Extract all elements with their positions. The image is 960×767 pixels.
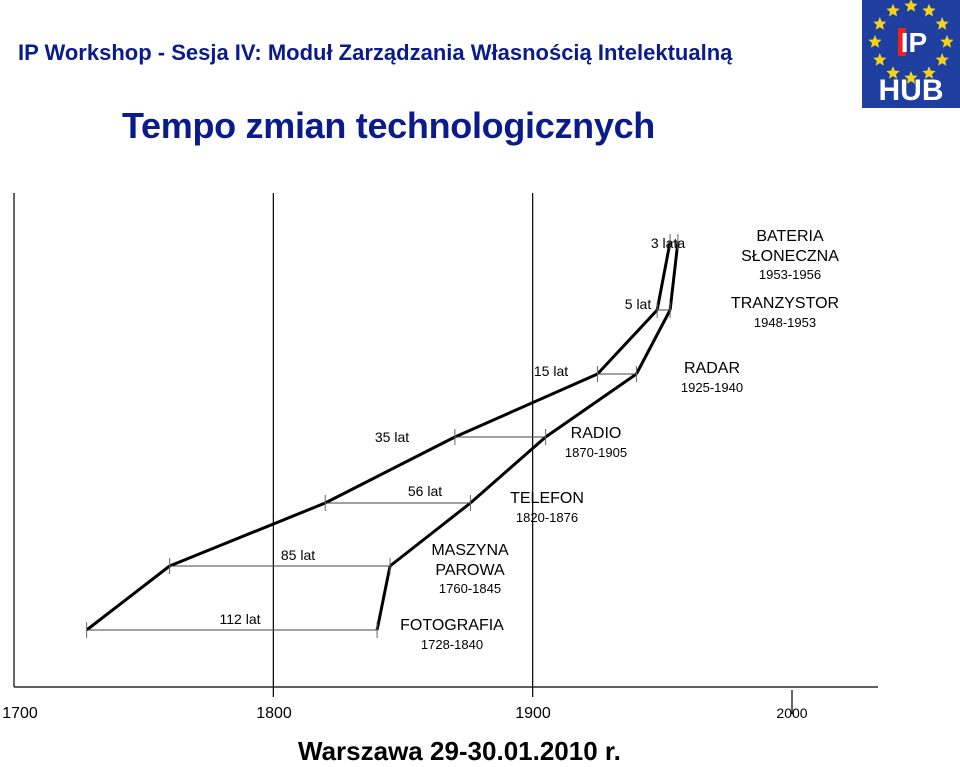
logo-star-icon bbox=[873, 17, 887, 30]
logo-ip-text: IP bbox=[901, 27, 927, 58]
x-tick-label-1700: 1700 bbox=[2, 705, 38, 722]
end-trend-segment bbox=[389, 501, 472, 568]
duration-label: 35 lat bbox=[375, 429, 409, 445]
start-trend-segment bbox=[655, 241, 672, 311]
end-trend-segment bbox=[469, 435, 547, 505]
logo-star-icon bbox=[922, 66, 936, 79]
duration-label: 5 lat bbox=[625, 296, 652, 312]
logo-star-icon bbox=[922, 3, 936, 17]
end-trend-segment bbox=[375, 565, 392, 631]
logo-star-icon bbox=[904, 71, 918, 84]
duration-label: 15 lat bbox=[534, 363, 568, 379]
technology-years: 1760-1845 bbox=[439, 581, 501, 596]
x-tick-label-1800: 1800 bbox=[256, 705, 292, 722]
technology-years: 1953-1956 bbox=[759, 267, 821, 282]
technology-name: MASZYNA bbox=[431, 542, 509, 559]
start-trend-segment bbox=[596, 308, 659, 376]
logo-accent-bar bbox=[898, 28, 906, 56]
technology-name: PAROWA bbox=[435, 562, 505, 579]
logo-hub-text: HUB bbox=[879, 74, 944, 107]
x-tick-label-1900: 1900 bbox=[515, 705, 551, 722]
header-title: IP Workshop - Sesja IV: Moduł Zarządzani… bbox=[18, 40, 733, 65]
duration-label: 85 lat bbox=[281, 547, 315, 563]
technology-years: 1948-1953 bbox=[754, 315, 816, 330]
technology-name: RADAR bbox=[684, 360, 740, 377]
ip-hub-logo: IP HUB bbox=[862, 0, 960, 108]
duration-label: 112 lat bbox=[220, 611, 261, 627]
end-trend-segment bbox=[668, 241, 680, 311]
slide-title: Tempo zmian technologicznych bbox=[122, 105, 655, 146]
technology-name: RADIO bbox=[571, 425, 622, 442]
duration-label: 56 lat bbox=[408, 483, 442, 499]
technology-years: 1870-1905 bbox=[565, 445, 627, 460]
technology-name: SŁONECZNA bbox=[741, 248, 839, 265]
duration-label: 3 lata bbox=[651, 235, 685, 251]
start-trend-segment bbox=[85, 564, 171, 632]
end-trend-segment bbox=[635, 309, 672, 375]
technology-years: 1820-1876 bbox=[516, 510, 578, 525]
technology-name: TRANZYSTOR bbox=[731, 295, 839, 312]
x-tick-label-2000: 2000 bbox=[776, 705, 807, 721]
logo-star-icon bbox=[935, 53, 949, 66]
logo-star-icon bbox=[873, 53, 887, 66]
technology-name: BATERIA bbox=[756, 228, 824, 245]
technology-years: 1728-1840 bbox=[421, 637, 483, 652]
logo-star-icon bbox=[940, 35, 954, 48]
start-trend-segment bbox=[454, 372, 599, 439]
start-trend-segment bbox=[324, 435, 456, 505]
star-ring-icon bbox=[868, 0, 954, 84]
logo-star-icon bbox=[935, 17, 949, 30]
technology-years: 1925-1940 bbox=[681, 380, 743, 395]
end-trend-segment bbox=[544, 372, 638, 439]
logo-star-icon bbox=[904, 0, 918, 12]
technology-name: TELEFON bbox=[510, 490, 584, 507]
footer-date: Warszawa 29-30.01.2010 r. bbox=[298, 736, 621, 766]
start-trend-segment bbox=[169, 501, 326, 568]
logo-star-icon bbox=[868, 35, 882, 48]
logo-star-icon bbox=[886, 3, 900, 17]
technology-name: FOTOGRAFIA bbox=[400, 617, 504, 634]
logo-star-icon bbox=[886, 66, 900, 79]
